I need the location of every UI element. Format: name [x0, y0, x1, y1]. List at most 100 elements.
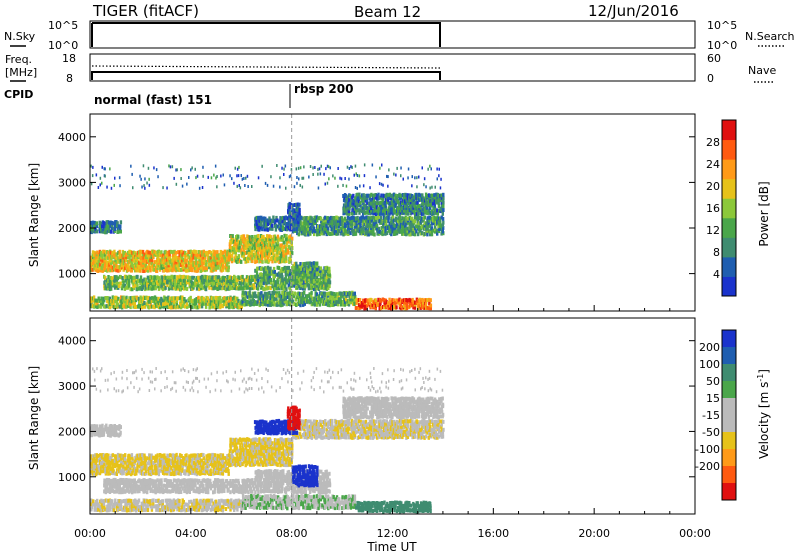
echo-cell: [210, 253, 213, 258]
echo-cell: [247, 250, 250, 255]
echo-cell: [104, 260, 107, 265]
echo-cell: [437, 218, 440, 223]
echo-cell: [109, 167, 111, 171]
echo-cell: [126, 460, 129, 465]
echo-cell: [357, 196, 360, 200]
echo-cell: [359, 221, 362, 226]
echo-cell: [280, 216, 283, 221]
echo-cell: [170, 281, 173, 286]
echo-cell: [216, 185, 218, 189]
echo-cell: [345, 299, 348, 304]
echo-cell: [280, 256, 284, 261]
echo-cell: [399, 218, 402, 223]
echo-cell: [208, 265, 211, 270]
echo-cell: [430, 209, 434, 214]
echo-cell: [404, 192, 407, 197]
echo-cell: [240, 277, 243, 282]
echo-cell: [295, 285, 298, 290]
echo-cell: [266, 183, 269, 187]
echo-cell: [282, 294, 285, 299]
echo-cell: [284, 254, 288, 258]
echo-cell: [110, 186, 113, 190]
echo-cell: [278, 286, 281, 291]
echo-cell: [131, 456, 134, 461]
echo-cell: [195, 268, 198, 273]
echo-cell: [317, 268, 320, 273]
echo-cell: [92, 298, 96, 303]
echo-cell: [231, 177, 233, 181]
echo-cell: [158, 305, 162, 310]
echo-cell: [229, 275, 232, 280]
echo-cell: [347, 211, 351, 216]
echo-cell: [260, 237, 264, 242]
echo-cell: [315, 272, 319, 277]
echo-cell: [245, 239, 248, 244]
echo-cell: [177, 275, 180, 280]
echo-cell: [201, 250, 204, 255]
echo-cell: [150, 298, 154, 303]
echo-cell: [256, 300, 259, 305]
echo-cell: [412, 299, 415, 304]
echo-cell: [364, 196, 367, 200]
echo-cell: [279, 277, 282, 282]
echo-cell: [94, 464, 97, 469]
echo-cell: [301, 216, 305, 221]
echo-cell: [278, 259, 281, 264]
echo-cell: [397, 198, 400, 203]
echo-cell: [255, 242, 258, 247]
echo-cell: [312, 173, 314, 176]
echo-cell: [314, 272, 317, 277]
echo-cell: [335, 302, 338, 307]
echo-cell: [287, 209, 290, 213]
echo-cell: [262, 294, 265, 299]
echo-cell: [384, 221, 387, 226]
echo-cell: [172, 262, 176, 267]
echo-cell: [396, 194, 400, 198]
echo-cell: [354, 206, 357, 211]
echo-cell: [242, 254, 246, 259]
echo-cell: [293, 219, 297, 224]
echo-cell: [396, 166, 398, 170]
echo-cell: [380, 200, 383, 205]
echo-cell: [317, 216, 320, 221]
echo-cell: [325, 227, 328, 231]
echo-cell: [372, 228, 375, 233]
echo-cell: [191, 471, 194, 475]
echo-cell: [382, 224, 385, 229]
echo-cell: [359, 224, 362, 229]
echo-cell: [193, 453, 197, 458]
echo-cell: [161, 276, 164, 280]
echo-cell: [205, 275, 208, 280]
echo-cell: [133, 459, 137, 464]
echo-cell: [203, 274, 207, 279]
echo-cell: [296, 302, 299, 306]
echo-cell: [402, 229, 405, 234]
echo-cell: [299, 291, 302, 296]
echo-cell: [427, 297, 431, 302]
echo-cell: [94, 229, 97, 233]
echo-cell: [421, 166, 423, 170]
echo-cell: [300, 292, 303, 297]
echo-cell: [422, 218, 425, 223]
echo-cell: [265, 283, 268, 288]
echo-cell: [153, 283, 157, 288]
echo-cell: [272, 300, 276, 304]
echo-cell: [103, 427, 106, 432]
echo-cell: [173, 260, 176, 265]
echo-cell: [350, 221, 354, 226]
echo-cell: [356, 215, 359, 220]
echo-cell: [132, 284, 135, 289]
echo-cell: [293, 269, 296, 274]
echo-cell: [374, 298, 377, 303]
echo-cell: [235, 280, 239, 285]
echo-cell: [301, 286, 305, 291]
echo-cell: [362, 224, 365, 229]
echo-cell: [342, 232, 345, 237]
echo-cell: [277, 271, 281, 276]
echo-cell: [397, 208, 400, 213]
echo-cell: [141, 279, 145, 283]
echo-cell: [406, 211, 410, 216]
echo-cell: [206, 464, 209, 468]
echo-cell: [258, 275, 261, 280]
echo-cell: [180, 177, 182, 180]
